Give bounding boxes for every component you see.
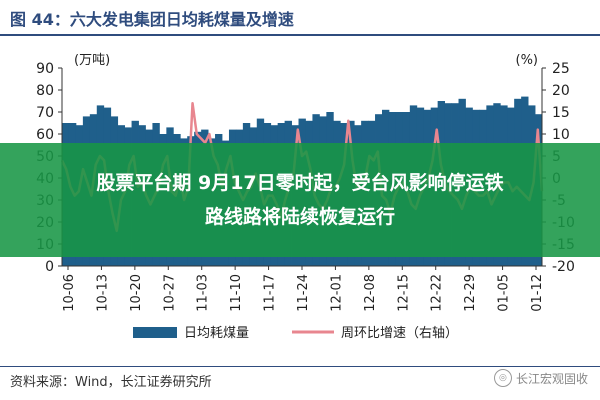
right-tick-label-0: -20 <box>552 259 575 275</box>
x-tick-label-8: 12-01 <box>329 274 344 312</box>
x-tick-label-5: 11-10 <box>229 274 244 312</box>
watermark-text: 长江宏观固收 <box>515 371 588 386</box>
left-tick-label-9: 90 <box>36 61 54 77</box>
left-tick-label-7: 70 <box>36 105 54 121</box>
left-tick-label-6: 60 <box>36 127 54 143</box>
right-tick-label-7: 15 <box>552 105 570 121</box>
x-tick-label-0: 10-06 <box>62 274 77 312</box>
x-tick-label-6: 11-17 <box>263 274 278 312</box>
wechat-icon: ◎ <box>493 369 512 387</box>
x-tick-label-11: 12-22 <box>430 274 445 312</box>
legend-label-line: 周环比增速（右轴） <box>341 326 458 341</box>
right-tick-label-9: 25 <box>552 61 570 77</box>
x-tick-label-14: 01-12 <box>530 274 545 312</box>
x-tick-label-4: 11-03 <box>196 274 211 312</box>
right-unit-label: (%) <box>516 53 539 68</box>
chart-title: 图 44：六大发电集团日均耗煤量及增速 <box>10 10 294 29</box>
right-tick-label-8: 20 <box>552 83 570 99</box>
legend-label-bar: 日均耗煤量 <box>184 326 249 341</box>
x-tick-label-7: 11-24 <box>296 274 311 312</box>
left-unit-label: (万吨) <box>74 53 110 68</box>
x-tick-label-3: 10-27 <box>162 274 177 312</box>
right-tick-label-6: 10 <box>552 127 570 143</box>
news-banner: 股票平台期 9月17日零时起，受台风影响停运铁 路线路将陆续恢复运行 <box>0 143 600 257</box>
left-tick-label-0: 0 <box>45 259 54 275</box>
x-tick-label-13: 01-05 <box>497 274 512 312</box>
watermark: ◎ 长江宏观固收 <box>493 369 588 387</box>
source-note: 资料来源：Wind，长江证券研究所 <box>10 375 212 390</box>
x-tick-label-12: 12-29 <box>463 274 478 312</box>
banner-line-1: 股票平台期 9月17日零时起，受台风影响停运铁 <box>96 172 504 194</box>
legend-swatch-bar <box>133 327 177 338</box>
footer-divider <box>0 366 600 367</box>
title-bar: 图 44：六大发电集团日均耗煤量及增速 <box>0 0 600 36</box>
banner-line-2: 路线路将陆续恢复运行 <box>204 206 395 228</box>
x-tick-label-10: 12-15 <box>396 274 411 312</box>
x-tick-label-9: 12-08 <box>363 274 378 312</box>
left-tick-label-8: 80 <box>36 83 54 99</box>
x-tick-label-2: 10-20 <box>129 274 144 312</box>
x-tick-label-1: 10-13 <box>95 274 110 312</box>
